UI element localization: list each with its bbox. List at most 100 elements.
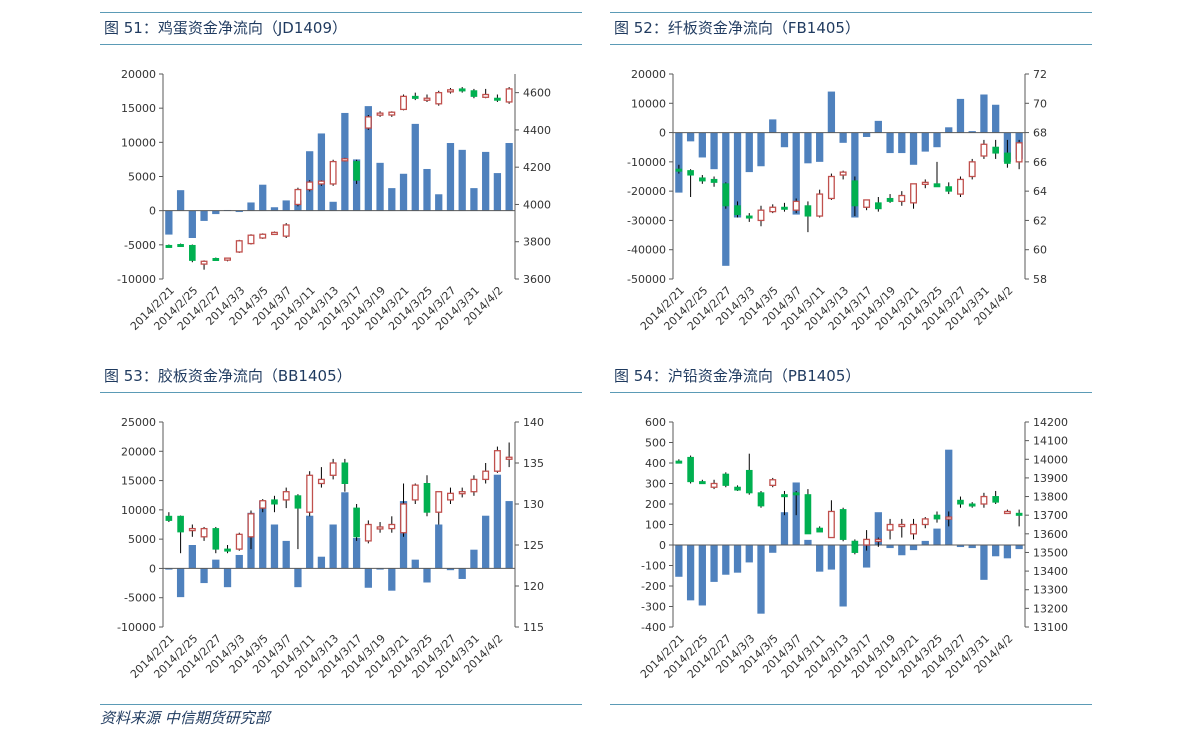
candle-body-up — [317, 478, 325, 485]
right-axis-tick-label: 58 — [1033, 273, 1047, 286]
net-flow-bar — [470, 188, 478, 211]
net-flow-bar — [212, 210, 220, 215]
candle-body-down — [792, 492, 800, 496]
net-flow-bar — [270, 207, 279, 211]
right-axis-tick-label: 13600 — [1033, 528, 1068, 541]
net-flow-bar — [792, 132, 800, 215]
right-axis-tick-label: 64 — [1033, 185, 1047, 198]
net-flow-bar — [710, 545, 718, 582]
candle-body-up — [376, 526, 384, 530]
left-axis-tick-label: 10000 — [121, 136, 156, 149]
right-axis-tick-label: 13400 — [1033, 565, 1068, 578]
net-flow-bar — [435, 524, 443, 569]
candle-body-up — [910, 523, 917, 535]
net-flow-bar — [733, 132, 742, 218]
right-axis-tick-label: 70 — [1033, 97, 1047, 110]
candle-body-down — [933, 514, 941, 520]
left-axis-tick-label: 100 — [645, 519, 666, 532]
candle-body-down — [745, 215, 753, 219]
candle-body-up — [423, 97, 431, 101]
net-flow-bar — [165, 210, 173, 235]
net-flow-bar — [675, 132, 683, 193]
candle-body-up — [757, 209, 765, 222]
left-axis-tick-label: -10000 — [117, 273, 156, 286]
left-axis-tick-label: 400 — [645, 457, 666, 470]
net-flow-bar — [388, 188, 396, 211]
candle-body-down — [734, 486, 741, 491]
net-flow-bar — [235, 554, 243, 569]
candle-body-up — [710, 482, 718, 488]
left-axis-tick-label: 200 — [645, 498, 666, 511]
candle-body-up — [898, 523, 906, 528]
candle-body-down — [757, 492, 765, 507]
net-flow-bar — [839, 545, 847, 607]
left-axis-tick-label: -10000 — [117, 621, 156, 634]
net-flow-bar — [235, 210, 243, 213]
left-axis-tick-label: 0 — [149, 562, 156, 575]
candle-body-down — [722, 473, 730, 486]
candle-body-down — [687, 170, 694, 176]
candle-body-up — [447, 89, 454, 93]
net-flow-bar — [827, 545, 836, 570]
candle-body-up — [200, 260, 208, 265]
candle-body-up — [470, 478, 478, 493]
candle-body-down — [816, 527, 823, 533]
right-axis-tick-label: 60 — [1033, 244, 1047, 257]
candle-body-down — [957, 499, 964, 505]
left-axis-tick-label: -50000 — [627, 273, 666, 286]
left-axis-tick-label: 0 — [659, 539, 666, 552]
net-flow-bar — [259, 184, 267, 211]
candle-body-up — [769, 206, 777, 213]
left-axis-tick-label: 5000 — [128, 533, 156, 546]
candle-body-down — [945, 186, 953, 192]
net-flow-bar — [282, 200, 290, 211]
panel-top-rule — [610, 12, 1092, 13]
candle-body-down — [1004, 152, 1011, 164]
candle-body-down — [1015, 512, 1023, 516]
candle-body-up — [259, 233, 267, 239]
bottom-rule-left — [100, 704, 582, 705]
candle-body-down — [745, 469, 753, 494]
net-flow-bar — [874, 120, 882, 133]
net-flow-bar — [176, 568, 185, 598]
net-flow-bar — [435, 194, 443, 211]
candle-body-down — [212, 528, 220, 550]
net-flow-bar — [317, 133, 326, 211]
right-axis-tick-label: 13500 — [1033, 546, 1068, 559]
net-flow-bar — [992, 104, 1000, 133]
net-flow-bar — [352, 537, 361, 569]
right-axis-tick-label: 130 — [523, 498, 544, 511]
candle-body-up — [827, 175, 835, 200]
candle-body-down — [804, 494, 812, 535]
candle-body-up — [458, 491, 466, 495]
net-flow-bar — [223, 568, 232, 588]
right-axis-tick-label: 135 — [523, 457, 544, 470]
right-axis-tick-label: 115 — [523, 621, 544, 634]
candle-body-up — [1015, 142, 1023, 163]
candle-body-down — [992, 496, 999, 503]
right-axis-tick-label: 13200 — [1033, 602, 1068, 615]
net-flow-bar — [686, 545, 695, 601]
right-axis-tick-label: 13700 — [1033, 509, 1068, 522]
candle-body-down — [710, 178, 718, 183]
net-flow-bar — [176, 190, 185, 211]
net-flow-bar — [352, 159, 361, 211]
candle-body-up — [388, 523, 396, 530]
net-flow-bar — [423, 168, 431, 211]
candle-body-up — [493, 450, 501, 472]
bar-candlestick-chart: -400 -300 -200 -100 0 100 200 300 400 500 600 13100… — [638, 416, 1068, 681]
net-flow-bar — [710, 132, 718, 170]
candle-body-up — [435, 91, 443, 105]
net-flow-bar — [804, 132, 812, 164]
left-axis-tick-label: -200 — [641, 580, 666, 593]
candle-body-down — [177, 515, 184, 533]
candle-body-up — [505, 456, 513, 460]
right-axis-tick-label: 13800 — [1033, 491, 1068, 504]
candle-body-down — [675, 460, 683, 464]
candle-body-down — [781, 206, 788, 210]
left-axis-tick-label: -20000 — [627, 185, 666, 198]
candle-body-up — [364, 523, 372, 542]
net-flow-bar — [945, 449, 953, 545]
net-flow-bar — [247, 202, 255, 211]
left-axis-tick-label: 300 — [645, 478, 666, 491]
